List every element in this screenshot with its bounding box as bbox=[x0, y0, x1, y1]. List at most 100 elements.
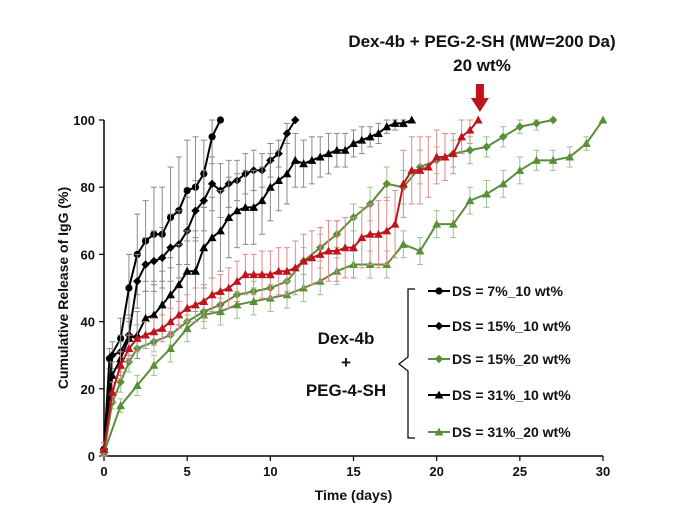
data-point bbox=[107, 370, 117, 379]
y-tick-label: 80 bbox=[81, 180, 95, 195]
data-point bbox=[216, 286, 225, 295]
data-point bbox=[407, 115, 417, 124]
x-tick-label: 5 bbox=[184, 464, 191, 479]
data-point bbox=[423, 162, 433, 171]
data-point bbox=[315, 152, 325, 161]
data-point bbox=[482, 142, 491, 152]
data-point bbox=[548, 155, 558, 164]
data-point bbox=[282, 266, 292, 275]
legend-item: DS = 15%_20 wt% bbox=[428, 351, 571, 367]
data-point bbox=[382, 179, 391, 189]
data-point bbox=[174, 310, 184, 319]
series-line bbox=[103, 119, 480, 450]
y-tick-label: 0 bbox=[88, 449, 95, 464]
group-label: Dex-4b + PEG-4-SH bbox=[306, 288, 415, 439]
data-point bbox=[108, 351, 117, 360]
data-point bbox=[598, 115, 608, 124]
annotation-arrow-icon bbox=[470, 84, 489, 112]
data-point bbox=[282, 129, 292, 138]
data-point bbox=[415, 246, 425, 255]
annotation: Dex-4b + PEG-2-SH (MW=200 Da) 20 wt% bbox=[348, 32, 616, 112]
annotation-line-1: Dex-4b + PEG-2-SH (MW=200 Da) bbox=[348, 32, 615, 51]
data-point bbox=[191, 300, 200, 309]
data-point bbox=[257, 196, 267, 205]
data-point bbox=[473, 115, 483, 124]
data-point bbox=[249, 202, 259, 211]
annotation-line-2: 20 wt% bbox=[453, 56, 511, 75]
data-point bbox=[125, 284, 133, 292]
data-point bbox=[207, 290, 217, 299]
y-tick-label: 40 bbox=[81, 315, 95, 330]
data-point bbox=[515, 166, 525, 174]
data-point bbox=[157, 323, 167, 332]
data-point bbox=[374, 129, 383, 137]
data-point bbox=[357, 233, 367, 242]
data-point bbox=[307, 253, 317, 262]
data-point bbox=[207, 179, 217, 189]
data-point bbox=[232, 300, 242, 309]
data-point bbox=[382, 226, 392, 235]
data-point bbox=[207, 233, 217, 242]
data-point bbox=[107, 387, 117, 396]
data-point bbox=[324, 246, 333, 255]
data-point bbox=[132, 381, 142, 389]
series-layer bbox=[99, 115, 608, 457]
legend-marker bbox=[434, 390, 444, 399]
data-point bbox=[299, 159, 308, 168]
data-point bbox=[199, 196, 208, 205]
legend-item: DS = 31%_10 wt% bbox=[428, 387, 571, 403]
data-point bbox=[265, 270, 275, 279]
data-point bbox=[532, 119, 541, 128]
data-point bbox=[116, 377, 125, 387]
data-point bbox=[157, 300, 167, 309]
data-point bbox=[332, 145, 342, 154]
data-point bbox=[182, 266, 192, 275]
data-point bbox=[274, 266, 284, 275]
data-point bbox=[265, 182, 275, 191]
data-point bbox=[299, 256, 308, 265]
data-point bbox=[199, 297, 209, 305]
legend-item: DS = 7%_10 wt% bbox=[428, 283, 563, 299]
series-line bbox=[103, 119, 297, 450]
data-point bbox=[132, 334, 142, 342]
data-point bbox=[390, 219, 400, 228]
data-point bbox=[274, 176, 284, 184]
data-point bbox=[240, 270, 250, 279]
data-point bbox=[116, 360, 126, 369]
legend-label: DS = 15%_20 wt% bbox=[452, 351, 571, 367]
data-point bbox=[448, 149, 458, 158]
data-point bbox=[158, 253, 167, 262]
x-tick-label: 10 bbox=[263, 464, 277, 479]
data-point bbox=[199, 243, 209, 252]
data-point bbox=[340, 145, 350, 154]
data-point bbox=[448, 219, 458, 228]
data-point bbox=[399, 118, 408, 127]
legend-label: DS = 15%_10 wt% bbox=[452, 318, 571, 334]
group-label-line-1: Dex-4b bbox=[318, 329, 375, 348]
data-point bbox=[332, 246, 342, 255]
data-point bbox=[149, 310, 159, 319]
data-point bbox=[365, 229, 375, 238]
data-point bbox=[141, 330, 150, 339]
data-point bbox=[532, 155, 541, 164]
data-point bbox=[581, 139, 591, 148]
data-point bbox=[440, 152, 450, 161]
data-point bbox=[291, 115, 300, 125]
data-point bbox=[315, 250, 325, 258]
data-point bbox=[149, 256, 159, 266]
data-point bbox=[282, 169, 292, 178]
data-point bbox=[465, 125, 475, 134]
data-point bbox=[224, 283, 234, 292]
data-point bbox=[565, 152, 575, 161]
legend-item: DS = 31%_20 wt% bbox=[428, 424, 571, 440]
data-point bbox=[166, 243, 175, 252]
data-point bbox=[349, 243, 358, 252]
data-point bbox=[232, 206, 242, 215]
data-point bbox=[399, 179, 408, 188]
data-point bbox=[99, 444, 109, 453]
x-axis-title: Time (days) bbox=[315, 487, 393, 503]
data-point bbox=[183, 186, 191, 195]
data-point bbox=[141, 313, 150, 322]
data-point bbox=[357, 135, 367, 144]
data-point bbox=[182, 323, 192, 332]
